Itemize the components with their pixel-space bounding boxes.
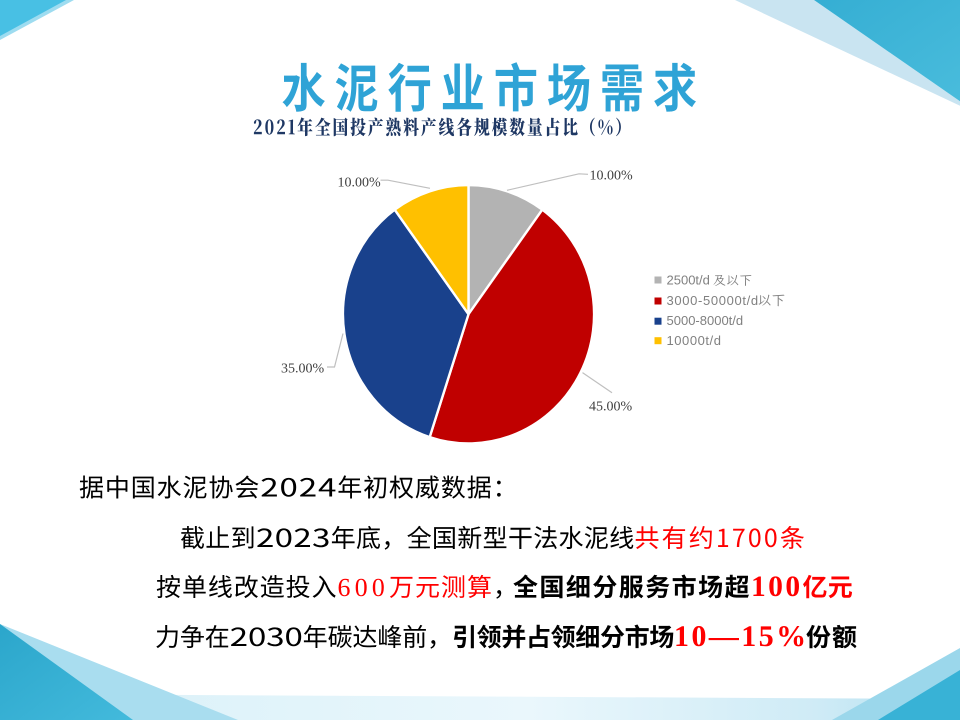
svg-text:5000-8000t/d: 5000-8000t/d <box>667 313 744 328</box>
svg-text:2500t/d: 2500t/d <box>667 273 710 288</box>
svg-text:10000t/d: 10000t/d <box>667 333 722 348</box>
svg-text:10.00%: 10.00% <box>338 175 382 190</box>
svg-text:3000-50000t/d: 3000-50000t/d <box>667 293 759 308</box>
svg-text:35.00%: 35.00% <box>281 362 325 377</box>
svg-text:10.00%: 10.00% <box>590 169 634 184</box>
svg-text:45.00%: 45.00% <box>589 400 633 415</box>
